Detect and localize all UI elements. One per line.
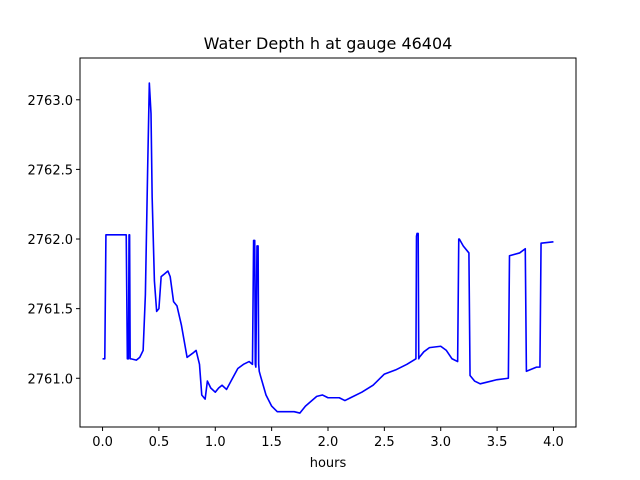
x-axis-label: hours: [310, 456, 347, 471]
x-tick-label: 2.0: [318, 435, 339, 450]
y-tick-label: 2761.5: [28, 303, 74, 318]
x-tick-label: 2.5: [374, 435, 395, 450]
y-tick-label: 2762.0: [28, 233, 74, 248]
y-tick-label: 2762.5: [28, 163, 74, 178]
y-axis-ticks: 2761.0 2761.5 2762.0 2762.5 2763.0: [28, 94, 80, 387]
x-tick-label: 0.5: [149, 435, 170, 450]
x-axis-ticks: 0.0 0.5 1.0 1.5 2.0 2.5 3.0 3.5 4.0: [92, 427, 564, 450]
plot-frame: [79, 57, 577, 428]
y-tick-label: 2761.0: [28, 372, 74, 387]
chart-title: Water Depth h at gauge 46404: [204, 34, 453, 53]
x-tick-label: 3.0: [430, 435, 451, 450]
x-tick-label: 4.0: [543, 435, 564, 450]
x-tick-label: 1.5: [261, 435, 282, 450]
plot-area: [80, 58, 576, 427]
x-tick-label: 1.0: [205, 435, 226, 450]
x-tick-label: 3.5: [487, 435, 508, 450]
x-tick-label: 0.0: [92, 435, 113, 450]
series-layer: [102, 82, 554, 414]
series-line-0: [102, 82, 554, 414]
y-tick-label: 2763.0: [28, 94, 74, 109]
